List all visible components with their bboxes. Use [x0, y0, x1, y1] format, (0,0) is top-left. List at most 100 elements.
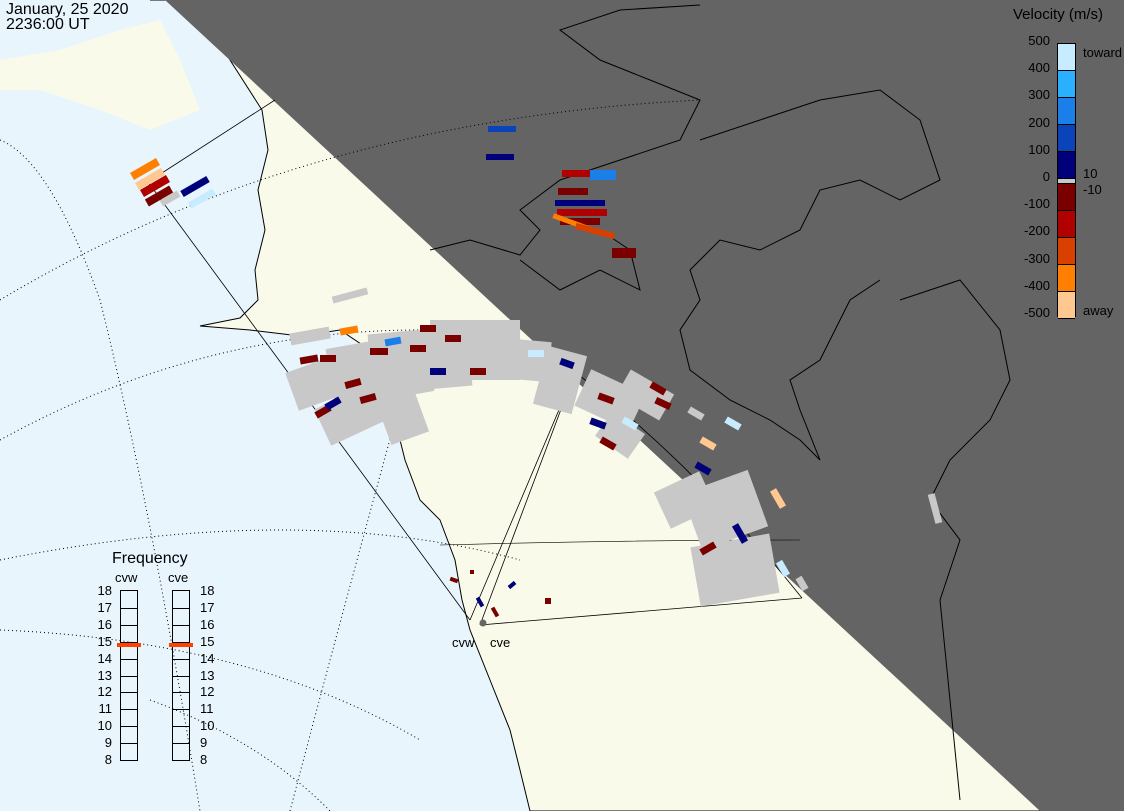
velocity-cell — [130, 158, 160, 180]
velocity-cell — [370, 348, 388, 355]
velocity-cell — [470, 368, 486, 375]
radar-sites — [479, 619, 487, 627]
velocity-cell — [339, 325, 359, 336]
top-left-land — [0, 20, 200, 130]
velocity-cell — [615, 369, 675, 421]
colorbar-tick: 400 — [1028, 60, 1050, 76]
frequency-tick: 9 — [104, 735, 112, 751]
velocity-cell — [430, 368, 446, 375]
colorbar-segment — [1058, 184, 1075, 211]
velocity-cell — [545, 598, 551, 604]
colorbar-tick: -300 — [1023, 250, 1050, 266]
velocity-cell — [687, 406, 705, 421]
colorbar-tick: 100 — [1028, 141, 1050, 157]
velocity-cell — [370, 374, 430, 446]
colorbar-segment — [1058, 125, 1075, 152]
frequency-marker-cve — [169, 643, 193, 648]
colorbar-segment — [1058, 179, 1075, 184]
colorbar-toward-label: toward — [1083, 45, 1123, 60]
frequency-radar-cve: cve — [168, 570, 189, 585]
colorbar-segment — [1058, 98, 1075, 125]
frequency-tick: 10 — [200, 718, 215, 734]
frequency-tick: 8 — [104, 752, 112, 767]
velocity-cell — [654, 396, 672, 411]
radar-fov-lines — [147, 99, 803, 626]
colorbar-tick: 300 — [1028, 87, 1050, 103]
frequency-tick: 16 — [97, 616, 112, 632]
velocity-cell — [289, 326, 331, 346]
frequency-tick: 15 — [97, 633, 112, 649]
velocity-cell — [144, 185, 174, 207]
velocity-cell — [299, 354, 319, 365]
frequency-tick: 18 — [200, 583, 215, 598]
radar-site-marker — [479, 619, 487, 627]
colorbar-segment — [1058, 152, 1075, 179]
time-label: 2236:00 UT — [6, 16, 90, 33]
velocity-cell — [649, 381, 667, 396]
frequency-tick: 12 — [200, 684, 215, 700]
velocity-cell — [555, 200, 605, 206]
velocity-cell — [699, 436, 717, 451]
colorbar-segment — [1058, 71, 1075, 98]
colorbar-segment — [1058, 292, 1075, 319]
colorbar-pos-threshold: 10 — [1083, 166, 1098, 181]
velocity-cell — [589, 417, 607, 430]
colorbar-away-label: away — [1083, 303, 1114, 318]
frequency-tick: 11 — [98, 701, 113, 717]
coastlines-night — [429, 4, 1011, 801]
frequency-tick: 17 — [97, 599, 112, 615]
colorbar-segment — [1058, 211, 1075, 238]
velocity-cell — [188, 188, 216, 209]
colorbar-tick: -400 — [1023, 277, 1050, 293]
velocity-cell — [690, 533, 780, 607]
velocity-cell — [558, 188, 588, 195]
frequency-tick: 8 — [200, 752, 208, 767]
velocity-cell — [681, 469, 769, 551]
velocity-cell — [590, 170, 616, 180]
frequency-tick: 14 — [200, 650, 215, 666]
colorbar-tick: -200 — [1023, 223, 1050, 239]
velocity-cell — [699, 541, 717, 556]
site-label-cvw: cvw — [452, 635, 475, 650]
velocity-cell — [331, 287, 369, 304]
velocity-cell — [488, 126, 516, 132]
colorbar-title: Velocity (m/s) — [1013, 6, 1104, 23]
frequency-radar-cvw: cvw — [115, 570, 138, 585]
velocity-cell — [769, 488, 787, 509]
velocity-cell — [559, 357, 575, 370]
colorbar-neg-threshold: -10 — [1083, 182, 1102, 197]
velocity-cell — [612, 248, 636, 258]
velocity-cell — [775, 559, 791, 578]
frequency-tick: 11 — [200, 701, 214, 717]
velocity-cell — [528, 350, 544, 357]
velocity-cell — [574, 222, 616, 240]
date-label: January, 25 2020 — [6, 1, 129, 18]
velocity-cell — [449, 576, 459, 584]
colorbar-tick: -100 — [1023, 196, 1050, 212]
velocity-cell — [159, 190, 181, 207]
colorbar-tick: -500 — [1023, 305, 1050, 320]
velocity-cell — [795, 575, 809, 592]
frequency-tick: 14 — [97, 650, 112, 666]
velocity-colorbar — [1057, 43, 1076, 319]
velocity-cell — [562, 170, 590, 177]
frequency-tick: 12 — [97, 684, 112, 700]
frequency-scale-cvw — [120, 590, 138, 761]
velocity-cell — [490, 606, 500, 618]
velocity-cell — [135, 168, 165, 190]
velocity-cell — [498, 337, 552, 383]
velocity-cell — [486, 154, 514, 160]
frequency-marker-cvw — [117, 643, 141, 648]
velocity-cell — [507, 580, 517, 590]
velocity-cells — [130, 126, 943, 618]
velocity-cell — [180, 175, 210, 198]
colorbar-segment — [1058, 44, 1075, 71]
velocity-cell — [470, 570, 474, 574]
frequency-tick: 10 — [97, 718, 112, 734]
velocity-cell — [694, 461, 712, 476]
velocity-cell — [560, 218, 600, 225]
frequency-scale-cve — [172, 590, 190, 761]
velocity-cell — [384, 336, 402, 347]
colorbar-tick: 0 — [1042, 169, 1050, 184]
